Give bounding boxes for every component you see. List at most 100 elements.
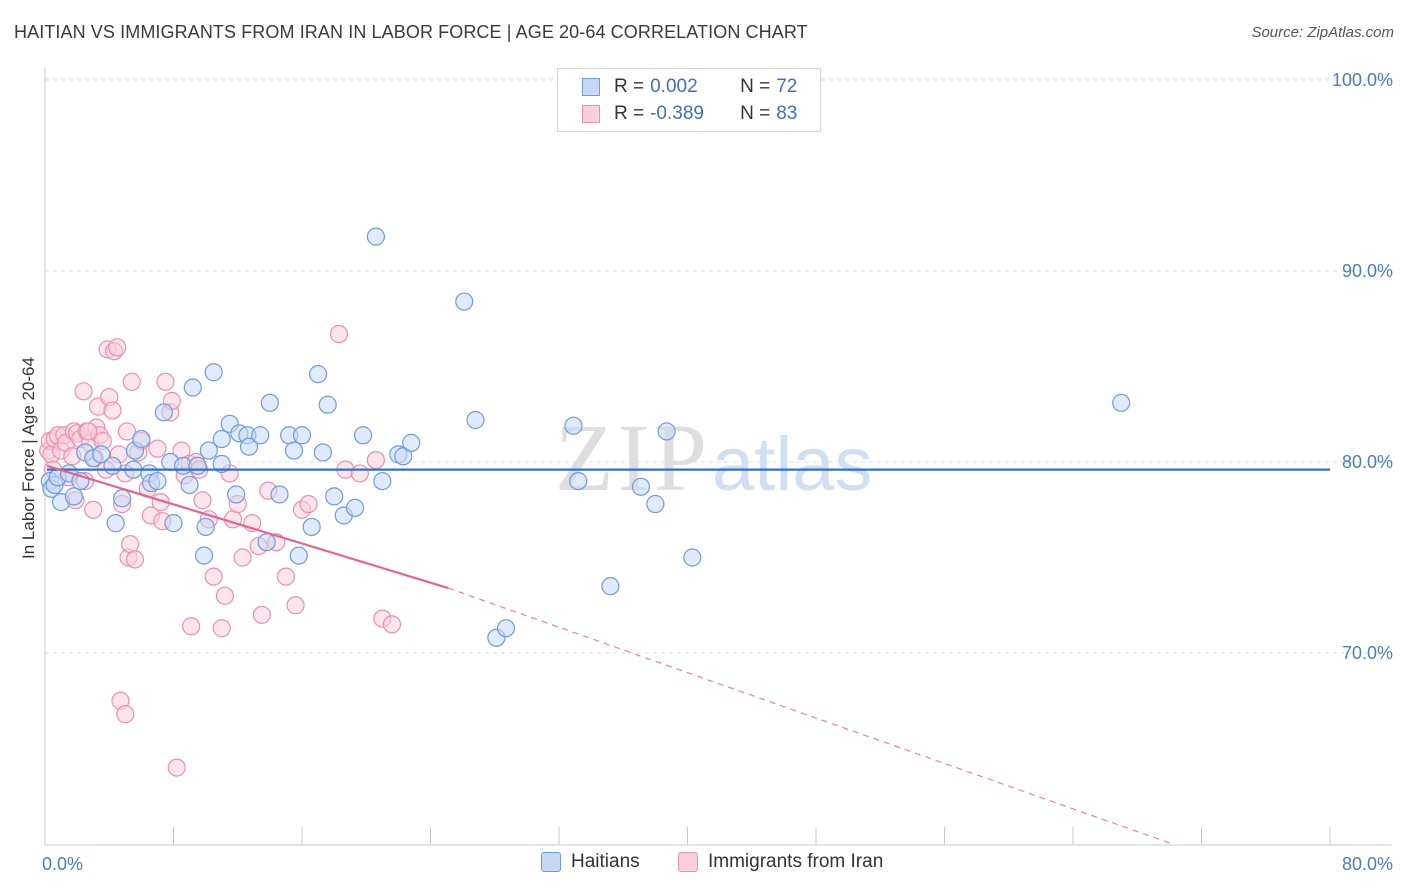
haitians-point-11 <box>103 456 122 475</box>
haitians-point-19 <box>148 472 167 491</box>
haitians-point-31 <box>212 454 231 474</box>
legend-item-haitians: Haitians <box>541 851 640 873</box>
haitians-point-39 <box>257 533 276 552</box>
iran-point-75 <box>350 464 369 483</box>
iran-point-15 <box>74 382 93 401</box>
series-legend: Haitians Immigrants from Iran <box>0 851 1406 877</box>
haitians-point-38 <box>251 426 270 445</box>
iran-point-70 <box>286 596 305 615</box>
chart-title: HAITIAN VS IMMIGRANTS FROM IRAN IN LABOR… <box>14 22 808 42</box>
iran-trend-line <box>46 464 449 590</box>
legend-r-label: R = <box>614 76 645 97</box>
haitians-point-59 <box>455 292 474 311</box>
haitians-point-16 <box>132 429 151 449</box>
haitians-point-22 <box>164 514 183 533</box>
haitians-point-46 <box>302 517 321 537</box>
haitians-point-27 <box>194 546 214 565</box>
haitians-point-29 <box>199 441 218 460</box>
haitians-point-55 <box>373 472 392 491</box>
haitians-point-12 <box>106 514 125 533</box>
haitians-point-10 <box>92 445 111 464</box>
haitians-point-25 <box>183 378 202 397</box>
haitians-point-6 <box>64 487 84 506</box>
legend-r-value: -0.389 <box>650 103 704 124</box>
iran-point-73 <box>329 324 349 344</box>
series-haitians-points <box>40 227 1131 647</box>
haitians-point-49 <box>318 395 337 414</box>
chart-source: Source: ZipAtlas.com <box>1251 24 1394 41</box>
series-iran-points <box>39 324 402 777</box>
haitians-point-58 <box>402 433 421 452</box>
x-tick-label-0: 0.0% <box>42 854 83 874</box>
legend-n-value: 72 <box>776 76 798 97</box>
haitians-point-70 <box>1112 393 1131 412</box>
stats-legend: R = 0.002 N = 72 R = -0.389 N = 83 <box>557 68 821 132</box>
iran-point-66 <box>252 605 271 624</box>
haitians-point-45 <box>292 426 312 445</box>
iran-point-30 <box>108 338 127 357</box>
trend-lines <box>46 464 1330 845</box>
haitians-point-57 <box>394 447 413 466</box>
legend-item-iran: Immigrants from Iran <box>678 851 883 873</box>
iran-point-72 <box>299 494 318 514</box>
grid-lines <box>45 77 1392 654</box>
haitians-point-50 <box>325 487 344 506</box>
iran-point-46 <box>156 372 175 391</box>
legend-row-iran: R = -0.389 N = 83 <box>582 101 797 127</box>
watermark-atlas: atlas <box>712 422 873 507</box>
y-tick-label-2: 80.0% <box>1342 452 1393 472</box>
iran-point-57 <box>204 567 223 586</box>
haitians-point-62 <box>496 619 516 638</box>
iran-point-55 <box>193 491 212 510</box>
legend-row-haitians: R = 0.002 N = 72 <box>582 74 797 100</box>
haitians-point-26 <box>188 456 207 475</box>
legend-n-label: N = <box>740 76 771 97</box>
iran-point-77 <box>382 615 402 634</box>
haitians-point-47 <box>308 365 328 384</box>
legend-n-value: 83 <box>776 103 798 124</box>
legend-swatch-iran <box>582 105 600 123</box>
iran-point-49 <box>167 758 186 777</box>
haitians-point-34 <box>227 485 246 504</box>
haitians-point-13 <box>112 489 132 508</box>
haitians-point-60 <box>466 410 485 430</box>
legend-n-label: N = <box>740 103 771 124</box>
haitians-point-53 <box>353 426 373 445</box>
haitians-point-20 <box>154 403 173 422</box>
iran-point-63 <box>233 548 252 567</box>
iran-point-28 <box>103 401 122 420</box>
x-tick-label-1: 80.0% <box>1342 854 1393 874</box>
iran-point-79 <box>116 705 135 724</box>
haitians-point-67 <box>646 494 665 514</box>
iran-point-69 <box>276 567 296 586</box>
legend-label-haitians: Haitians <box>571 851 640 872</box>
legend-swatch-haitians <box>541 852 561 872</box>
iran-point-37 <box>122 372 141 391</box>
legend-swatch-haitians <box>582 78 600 96</box>
haitians-point-41 <box>270 485 289 504</box>
legend-label-iran: Immigrants from Iran <box>708 851 884 872</box>
legend-r-label: R = <box>614 103 645 124</box>
haitians-point-52 <box>345 498 365 517</box>
haitians-point-40 <box>260 393 279 412</box>
haitians-point-28 <box>196 517 215 537</box>
iran-point-58 <box>212 619 231 638</box>
haitians-point-24 <box>180 475 199 495</box>
iran-point-81 <box>366 450 385 470</box>
iran-point-38 <box>125 550 145 569</box>
haitians-point-65 <box>601 577 620 596</box>
iran-point-43 <box>148 439 167 458</box>
iran-point-82 <box>79 422 98 441</box>
haitians-point-66 <box>631 477 651 496</box>
haitians-point-32 <box>212 429 231 449</box>
haitians-point-44 <box>289 546 308 565</box>
tick-labels: 100.0% 90.0% 80.0% 70.0% 0.0% 80.0% <box>42 70 1393 874</box>
legend-swatch-iran <box>678 852 698 872</box>
y-tick-label-0: 100.0% <box>1332 70 1393 90</box>
haitians-point-37 <box>239 437 259 456</box>
haitians-point-48 <box>313 443 332 462</box>
haitians-point-43 <box>284 441 304 460</box>
iran-point-59 <box>215 586 234 605</box>
iran-point-80 <box>182 617 201 636</box>
watermark: ZIP atlas <box>555 404 873 511</box>
